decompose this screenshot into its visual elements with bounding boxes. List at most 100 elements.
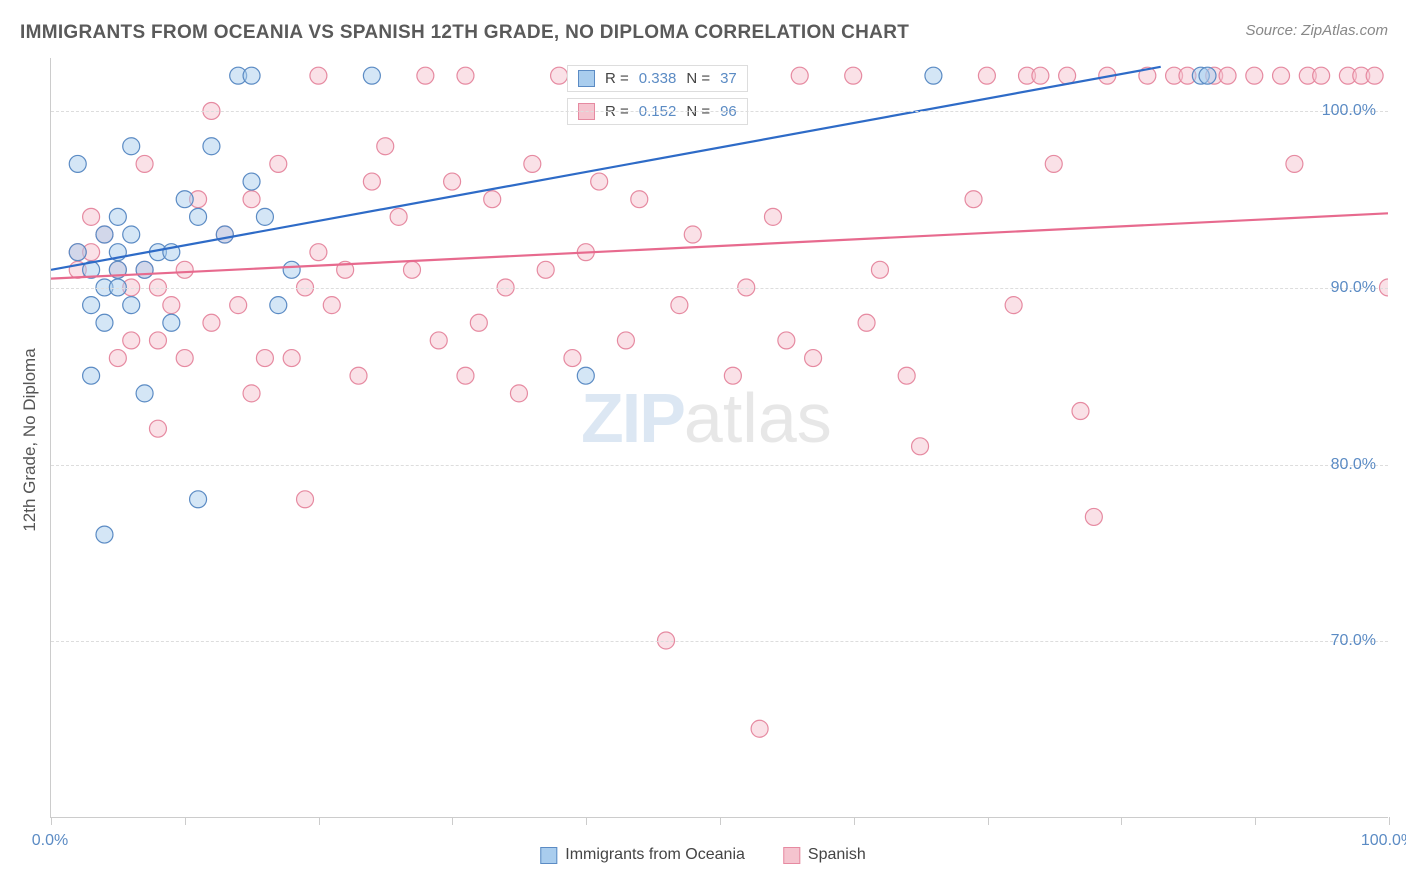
data-point: [149, 244, 166, 261]
x-tick-label: 0.0%: [32, 832, 68, 850]
data-point: [484, 191, 501, 208]
data-point: [805, 350, 822, 367]
data-point: [1045, 155, 1062, 172]
data-point: [430, 332, 447, 349]
data-point: [1019, 67, 1036, 84]
data-point: [350, 367, 367, 384]
trendline: [51, 213, 1388, 278]
x-tick: [185, 817, 186, 825]
legend-n-label-0: N =: [686, 70, 710, 87]
data-point: [898, 367, 915, 384]
data-point: [297, 491, 314, 508]
chart-title: IMMIGRANTS FROM OCEANIA VS SPANISH 12TH …: [20, 22, 909, 44]
data-point: [510, 385, 527, 402]
data-point: [270, 297, 287, 314]
data-point: [310, 67, 327, 84]
data-point: [858, 314, 875, 331]
data-point: [925, 67, 942, 84]
legend-bottom-label-1: Spanish: [808, 846, 866, 864]
legend-r-label-0: R =: [605, 70, 629, 87]
legend-bottom-item-1: Spanish: [783, 846, 866, 864]
data-point: [136, 261, 153, 278]
data-point: [176, 191, 193, 208]
data-point: [1059, 67, 1076, 84]
legend-bottom-label-0: Immigrants from Oceania: [565, 846, 745, 864]
data-point: [377, 138, 394, 155]
data-point: [323, 297, 340, 314]
data-point: [83, 367, 100, 384]
data-point: [216, 226, 233, 243]
data-point: [243, 191, 260, 208]
legend-bottom: Immigrants from Oceania Spanish: [540, 846, 865, 864]
data-point: [1313, 67, 1330, 84]
gridline-h: [51, 641, 1388, 642]
data-point: [243, 173, 260, 190]
data-point: [243, 385, 260, 402]
x-tick: [720, 817, 721, 825]
data-point: [203, 314, 220, 331]
y-tick-label: 90.0%: [1327, 277, 1380, 299]
data-point: [176, 350, 193, 367]
gridline-h: [51, 288, 1388, 289]
data-point: [69, 261, 86, 278]
data-point: [403, 261, 420, 278]
data-point: [1353, 67, 1370, 84]
chart-container: IMMIGRANTS FROM OCEANIA VS SPANISH 12TH …: [0, 0, 1406, 892]
data-point: [791, 67, 808, 84]
data-point: [136, 385, 153, 402]
gridline-h: [51, 465, 1388, 466]
data-point: [591, 173, 608, 190]
x-tick: [1389, 817, 1390, 825]
data-point: [176, 261, 193, 278]
data-point: [256, 350, 273, 367]
x-tick: [586, 817, 587, 825]
x-tick-label: 100.0%: [1361, 832, 1406, 850]
data-point: [444, 173, 461, 190]
data-point: [96, 526, 113, 543]
data-point: [109, 261, 126, 278]
data-point: [1139, 67, 1156, 84]
data-point: [123, 297, 140, 314]
legend-bottom-item-0: Immigrants from Oceania: [540, 846, 745, 864]
data-point: [337, 261, 354, 278]
legend-bottom-swatch-1: [783, 847, 800, 864]
gridline-h: [51, 111, 1388, 112]
data-point: [1206, 67, 1223, 84]
data-point: [1166, 67, 1183, 84]
data-point: [216, 226, 233, 243]
data-point: [136, 155, 153, 172]
data-point: [109, 261, 126, 278]
data-point: [123, 332, 140, 349]
data-point: [1299, 67, 1316, 84]
data-point: [631, 191, 648, 208]
data-point: [96, 314, 113, 331]
data-point: [283, 261, 300, 278]
data-point: [190, 491, 207, 508]
data-point: [1085, 508, 1102, 525]
watermark-zip: ZIP: [581, 379, 684, 457]
data-point: [1032, 67, 1049, 84]
data-point: [190, 208, 207, 225]
x-tick: [988, 817, 989, 825]
data-point: [617, 332, 634, 349]
watermark-atlas: atlas: [684, 379, 832, 457]
data-point: [845, 67, 862, 84]
data-point: [912, 438, 929, 455]
data-point: [1366, 67, 1383, 84]
data-point: [310, 244, 327, 261]
data-point: [109, 244, 126, 261]
data-point: [163, 314, 180, 331]
plot-svg: [51, 58, 1388, 817]
data-point: [243, 67, 260, 84]
data-point: [190, 191, 207, 208]
data-point: [163, 244, 180, 261]
data-point: [96, 226, 113, 243]
data-point: [417, 67, 434, 84]
data-point: [457, 67, 474, 84]
data-point: [270, 155, 287, 172]
legend-n-value-0: 37: [720, 70, 737, 87]
watermark: ZIPatlas: [581, 378, 832, 458]
source-attribution: Source: ZipAtlas.com: [1245, 22, 1388, 39]
data-point: [1072, 403, 1089, 420]
plot-area: ZIPatlas R = 0.338 N = 37 R = 0.152 N = …: [50, 58, 1388, 818]
